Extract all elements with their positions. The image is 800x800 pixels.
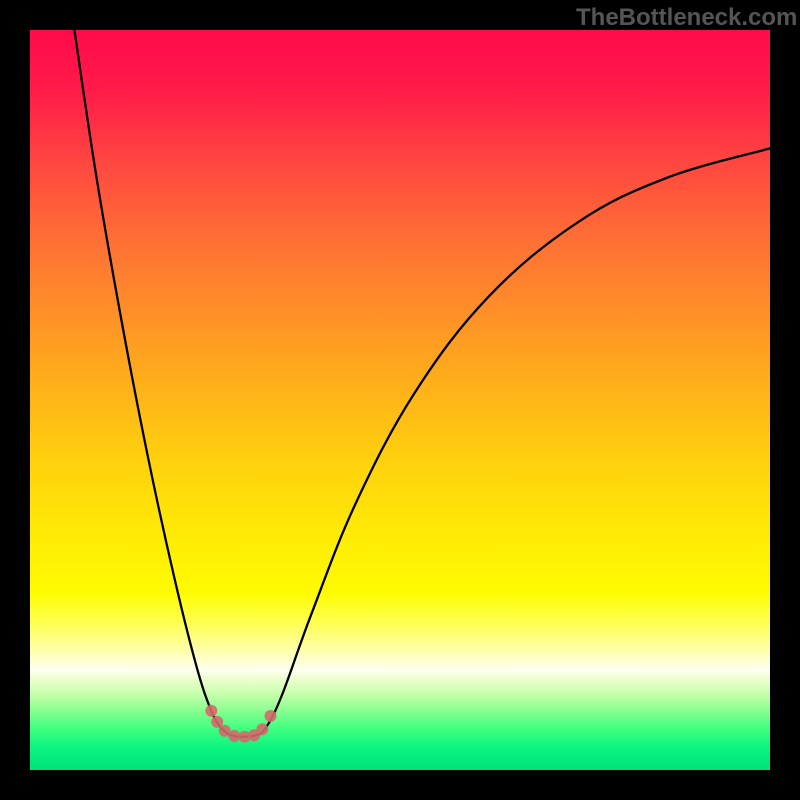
marker-dot (228, 730, 240, 742)
marker-dot (256, 723, 268, 735)
gradient-background (30, 30, 770, 770)
frame-border (0, 0, 30, 800)
frame-border (770, 0, 800, 800)
watermark-text: TheBottleneck.com (576, 4, 797, 32)
frame-border (0, 770, 800, 800)
marker-dot (265, 710, 277, 722)
bottleneck-chart (0, 0, 800, 800)
marker-dot (205, 705, 217, 717)
